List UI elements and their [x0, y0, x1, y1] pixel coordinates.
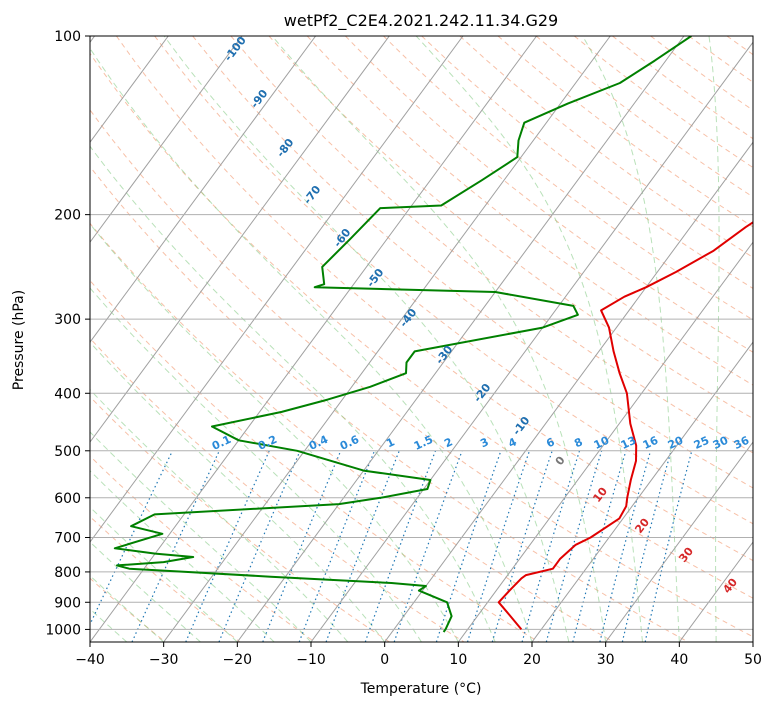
- series-layer: [113, 36, 753, 633]
- dry-adiabat: [90, 395, 390, 642]
- x-tick-label: 20: [523, 652, 541, 668]
- x-tick-label: −20: [223, 652, 253, 668]
- isotherm: [457, 241, 753, 642]
- temperature-profile: [497, 221, 753, 631]
- axis-ticks: −40 −30 −20 −10 0 10 20 30 40 50 100 200 300 400 500 60…: [45, 29, 762, 668]
- plot-background: [90, 36, 753, 642]
- y-tick-label: 700: [54, 531, 81, 547]
- x-tick-label: 30: [597, 652, 615, 668]
- mixing-ratio-line: [466, 450, 531, 642]
- isotherm: [90, 36, 169, 144]
- dry-adiabat: [90, 455, 315, 642]
- mixing-ratio-line: [572, 450, 627, 642]
- moist-adiabat: [163, 36, 570, 642]
- y-tick-label: 100: [54, 29, 81, 45]
- dewpoint-profile: [113, 36, 692, 633]
- moist-adiabat: [90, 145, 496, 642]
- moist-adiabat: [271, 36, 607, 642]
- y-tick-label: 1000: [45, 622, 81, 638]
- mixing-ratio-label: 25: [692, 434, 711, 452]
- mixing-ratio-label: 20: [666, 434, 686, 452]
- dry-adiabat: [154, 36, 753, 525]
- isotherm: [90, 36, 390, 443]
- x-tick-label: −40: [75, 652, 105, 668]
- x-tick-label: −10: [296, 652, 326, 668]
- mixing-ratio-label: 10: [592, 434, 612, 452]
- isotherm: [605, 441, 753, 642]
- y-tick-label: 900: [54, 595, 81, 611]
- mixing-ratio-label: 30: [711, 434, 731, 452]
- moist-adiabat: [90, 470, 275, 642]
- mixing-ratio-line: [545, 450, 603, 642]
- y-tick-label: 300: [54, 312, 81, 328]
- mixing-ratio-label: 36: [732, 434, 752, 452]
- y-tick-label: 200: [54, 208, 81, 224]
- moist-adiabat: [90, 223, 459, 642]
- isotherm: [236, 36, 685, 642]
- x-tick-label: 0: [380, 652, 389, 668]
- isotherm: [90, 36, 243, 244]
- y-axis-label: Pressure (hPa): [11, 290, 27, 390]
- x-tick-label: 40: [670, 652, 688, 668]
- y-tick-label: 600: [54, 491, 81, 507]
- x-tick-label: 50: [744, 652, 762, 668]
- dry-adiabat: [115, 36, 753, 562]
- mixing-ratio-label: 13: [619, 434, 638, 452]
- isotherm: [310, 41, 753, 642]
- moist-adiabat: [90, 47, 533, 642]
- moist-adiabat: [415, 36, 643, 642]
- moist-adiabat: [708, 36, 720, 642]
- chart-title: wetPf2_C2E4.2021.242.11.34.G29: [284, 11, 558, 31]
- moist-adiabat: [90, 287, 422, 642]
- mixing-ratio-line: [90, 450, 174, 626]
- moist-adiabat: [90, 341, 386, 642]
- isotherm: [90, 36, 317, 343]
- moist-adiabat: [90, 541, 201, 642]
- dry-adiabat: [765, 36, 775, 642]
- dry-adiabat: [90, 52, 753, 599]
- isotherm: [752, 641, 753, 642]
- mixing-ratio-label: 16: [641, 434, 661, 452]
- mixing-ratio-line: [298, 450, 376, 642]
- isotherm: [90, 36, 538, 642]
- dry-adiabat: [90, 222, 614, 642]
- isotherm: [384, 141, 753, 642]
- isotherm: [90, 36, 464, 543]
- y-tick-label: 400: [54, 386, 81, 402]
- x-tick-label: 10: [449, 652, 467, 668]
- mixing-ratio-line: [435, 450, 502, 642]
- x-tick-label: −30: [149, 652, 179, 668]
- moist-adiabat: [90, 575, 165, 642]
- dry-adiabat: [90, 279, 540, 642]
- mixing-ratio-line: [325, 450, 400, 642]
- isotherm: [531, 341, 753, 642]
- moist-adiabat: [90, 388, 349, 642]
- y-tick-label: 500: [54, 444, 81, 460]
- isotherm: [163, 36, 611, 642]
- mixing-ratio-line: [521, 450, 581, 642]
- y-tick-label: 800: [54, 565, 81, 581]
- plot-frame: [89, 35, 754, 643]
- grid: [90, 36, 753, 642]
- moist-adiabat: [90, 506, 238, 642]
- dry-adiabat: [90, 165, 689, 642]
- dry-adiabat: [192, 36, 753, 489]
- x-axis-label: Temperature (°C): [360, 681, 482, 697]
